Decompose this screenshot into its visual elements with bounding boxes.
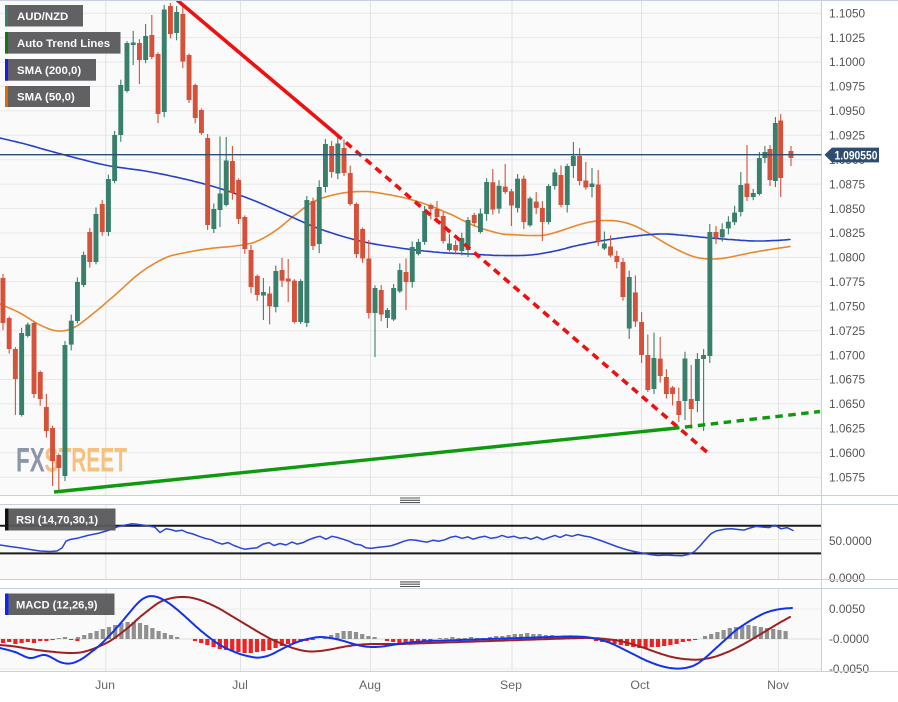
svg-text:1.0675: 1.0675 [829, 373, 866, 387]
svg-text:1.1050: 1.1050 [829, 6, 866, 20]
svg-text:1.0775: 1.0775 [829, 275, 866, 289]
svg-text:1.1000: 1.1000 [829, 55, 866, 69]
svg-text:-0.0050: -0.0050 [829, 662, 869, 676]
svg-text:1.0875: 1.0875 [829, 177, 866, 191]
svg-text:RSI (14,70,30,1): RSI (14,70,30,1) [16, 515, 98, 527]
svg-text:1.0800: 1.0800 [829, 251, 866, 265]
svg-text:Jun: Jun [95, 678, 115, 692]
svg-text:50.0000: 50.0000 [829, 534, 872, 548]
svg-text:1.0825: 1.0825 [829, 226, 866, 240]
svg-text:MACD (12,26,9): MACD (12,26,9) [16, 599, 98, 611]
svg-text:Aug: Aug [359, 678, 381, 692]
svg-text:Oct: Oct [630, 678, 650, 692]
svg-text:0.0000: 0.0000 [829, 571, 866, 585]
svg-text:1.1025: 1.1025 [829, 31, 866, 45]
svg-text:FX: FX [16, 442, 45, 480]
svg-text:1.0975: 1.0975 [829, 80, 866, 94]
svg-text:1.0600: 1.0600 [829, 446, 866, 460]
svg-text:1.0575: 1.0575 [829, 470, 866, 484]
svg-text:SMA (200,0): SMA (200,0) [17, 65, 81, 77]
svg-text:Sep: Sep [500, 678, 522, 692]
svg-text:1.0950: 1.0950 [829, 104, 866, 118]
svg-text:1.0750: 1.0750 [829, 299, 866, 313]
svg-text:1.0650: 1.0650 [829, 397, 866, 411]
svg-text:1.0850: 1.0850 [829, 202, 866, 216]
svg-text:1.0925: 1.0925 [829, 129, 866, 143]
svg-text:Auto Trend Lines: Auto Trend Lines [17, 38, 110, 50]
svg-text:1.0700: 1.0700 [829, 348, 866, 362]
svg-text:-0.0000: -0.0000 [829, 632, 869, 646]
svg-text:1.0625: 1.0625 [829, 422, 866, 436]
svg-text:0.0050: 0.0050 [829, 602, 866, 616]
svg-text:SMA (50,0): SMA (50,0) [17, 92, 75, 104]
svg-text:1.0725: 1.0725 [829, 324, 866, 338]
svg-text:Jul: Jul [232, 678, 248, 692]
svg-text:Nov: Nov [767, 678, 790, 692]
svg-text:AUD/NZD: AUD/NZD [17, 11, 68, 23]
svg-text:1.090550: 1.090550 [835, 148, 878, 162]
